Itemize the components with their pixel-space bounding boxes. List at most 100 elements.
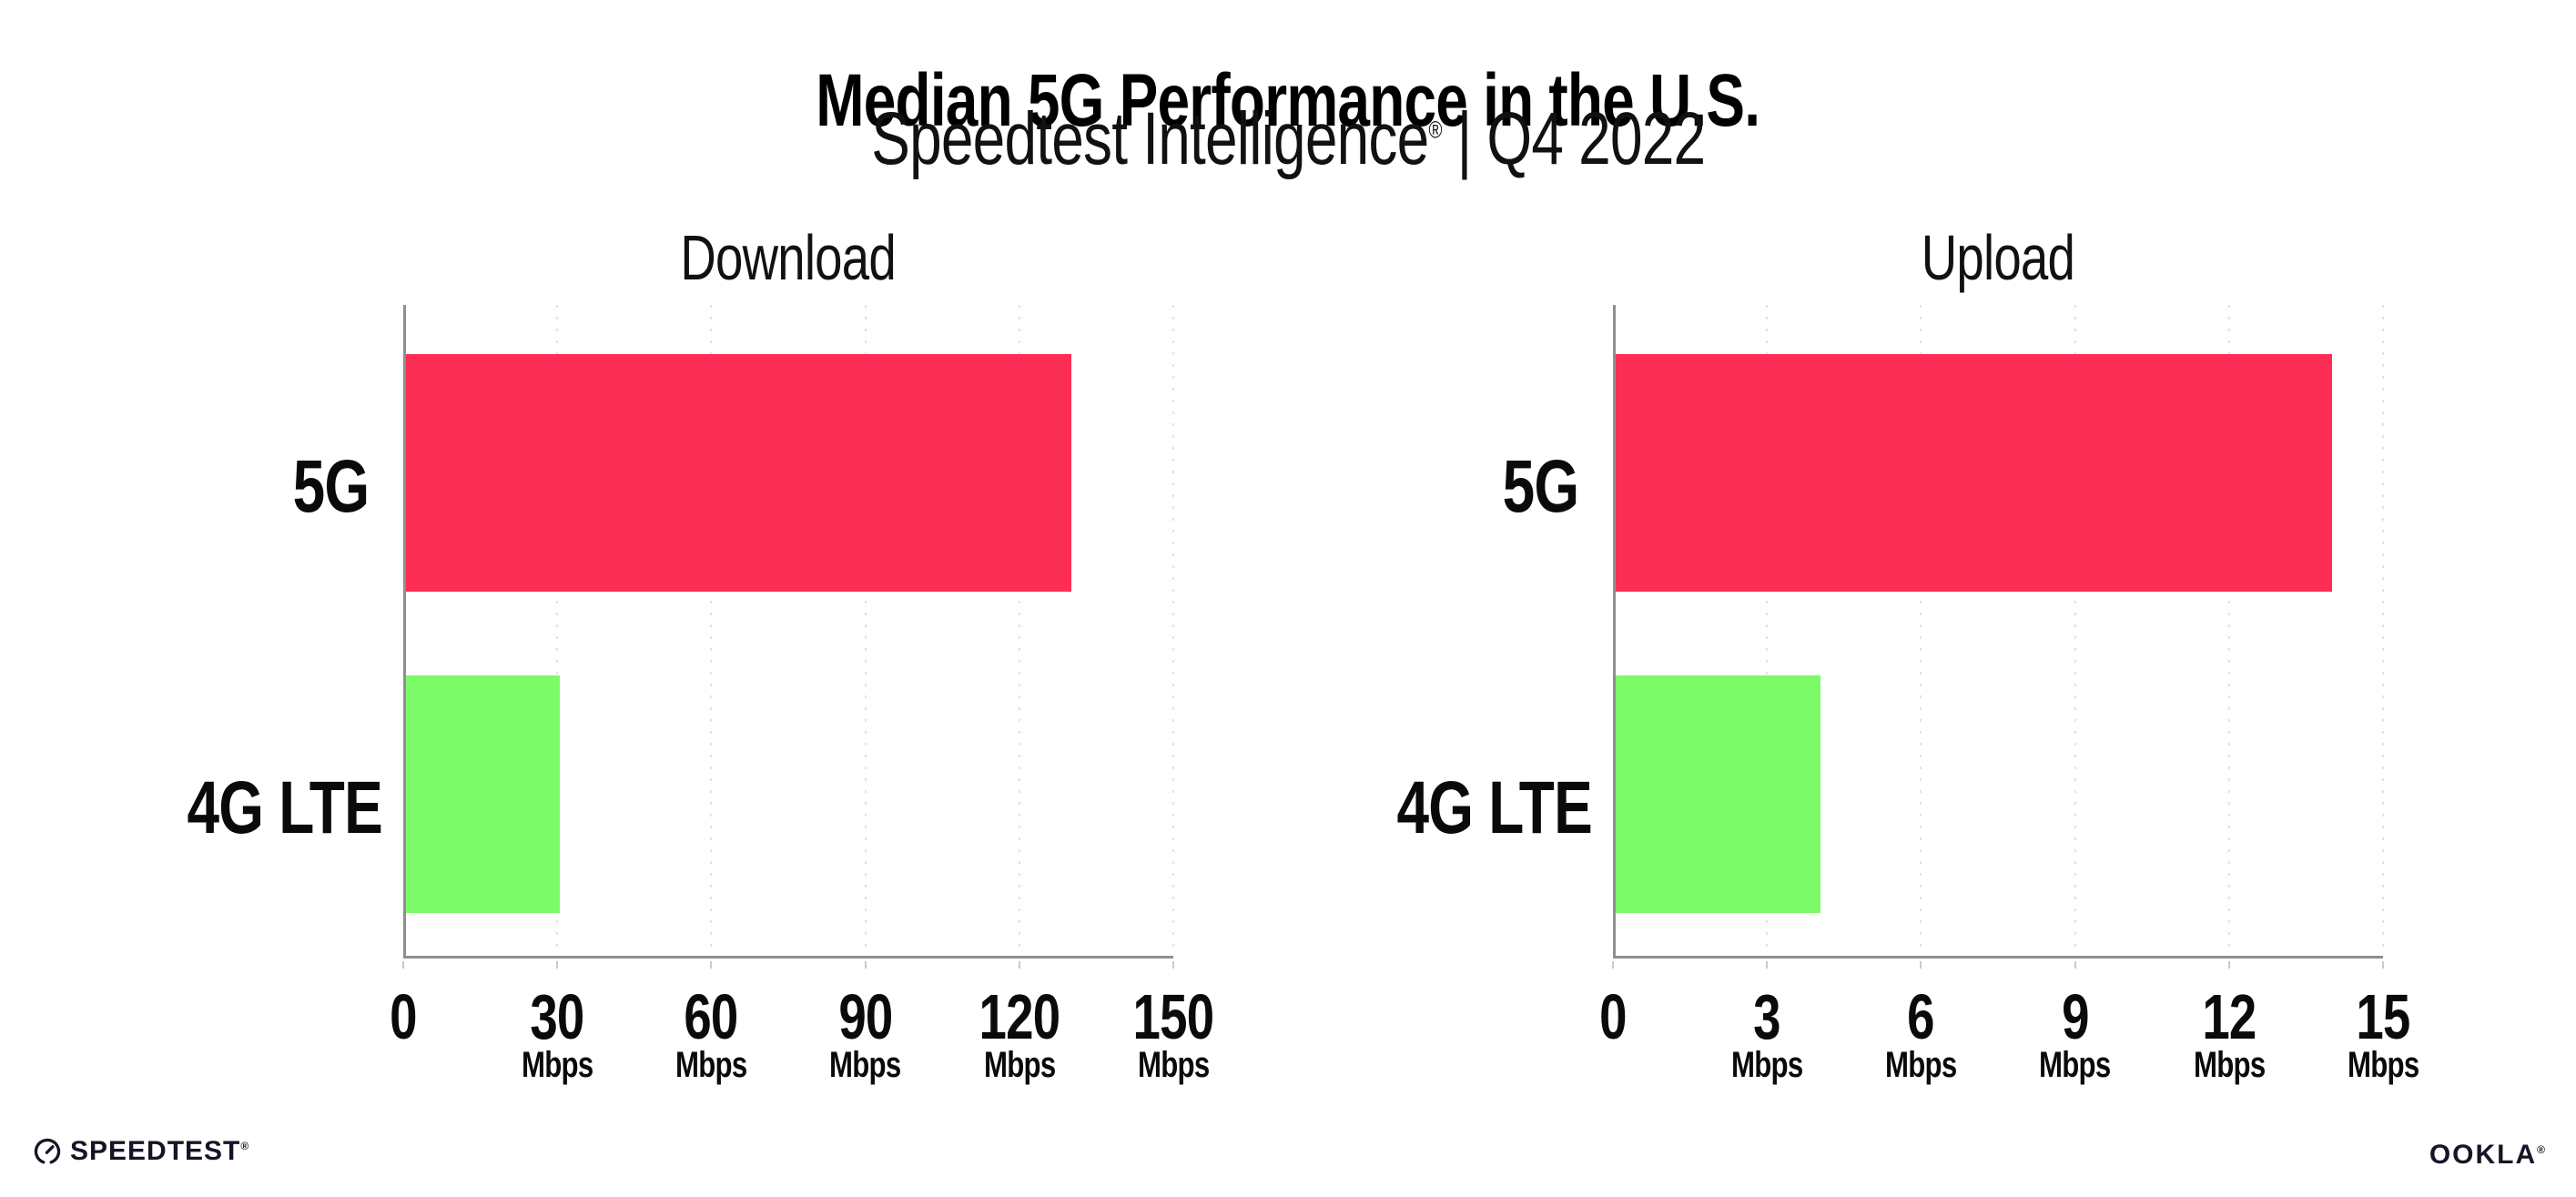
- gridline-150: [1172, 305, 1174, 956]
- x-tick-label-0: 0: [1522, 983, 1704, 1050]
- gridline-12: [2227, 305, 2230, 956]
- download-plot-area: [403, 305, 1174, 959]
- download-chart-title-text: Download: [680, 222, 897, 293]
- x-tick-unit-3: Mbps: [1676, 1045, 1858, 1085]
- x-tick-label-12: 12: [2138, 983, 2320, 1050]
- x-tick-unit-text: Mbps: [1731, 1045, 1803, 1085]
- x-tick-mark-90: [864, 961, 867, 969]
- x-tick-label-text: 60: [684, 981, 739, 1052]
- x-tick-label-text: 0: [1599, 981, 1627, 1052]
- x-tick-unit-text: Mbps: [983, 1045, 1056, 1085]
- x-tick-label-6: 6: [1830, 983, 2012, 1050]
- bar-5g: [1616, 354, 2332, 592]
- x-tick-label-text: 30: [530, 981, 585, 1052]
- speedtest-wordmark: SPEEDTEST®: [70, 1136, 248, 1167]
- x-tick-label-text: 9: [2061, 981, 2089, 1052]
- x-tick-mark-0: [1612, 961, 1614, 969]
- x-tick-mark-30: [556, 961, 559, 969]
- page-subtitle: Speedtest Intelligence® | Q4 2022: [0, 98, 2576, 180]
- x-tick-unit-6: Mbps: [1830, 1045, 2012, 1085]
- x-tick-label-30: 30: [466, 983, 648, 1050]
- x-tick-unit-text: Mbps: [829, 1045, 901, 1085]
- x-tick-label-text: 120: [979, 981, 1060, 1052]
- speedtest-registered-mark: ®: [240, 1140, 249, 1152]
- upload-chart: Upload 0 3 Mbps 6 Mbps 9 Mbps 12 Mbps 15 Mbps 5G 4G …: [1396, 223, 2419, 1191]
- x-tick-mark-12: [2227, 961, 2230, 969]
- x-tick-mark-3: [1766, 961, 1769, 969]
- registered-mark: ®: [1428, 116, 1442, 144]
- ookla-label: OOKLA: [2429, 1140, 2538, 1170]
- category-label-5g: 5G: [1342, 354, 1579, 592]
- x-tick-unit-120: Mbps: [928, 1045, 1111, 1085]
- x-tick-label-0: 0: [312, 983, 494, 1050]
- page-title: Median 5G Performance in the U.S.: [0, 58, 2576, 142]
- ookla-logo: OOKLA®: [2429, 1140, 2545, 1171]
- x-tick-label-3: 3: [1676, 983, 1858, 1050]
- x-tick-label-150: 150: [1082, 983, 1264, 1050]
- x-tick-unit-text: Mbps: [1137, 1045, 1210, 1085]
- category-label-text: 5G: [292, 445, 370, 528]
- speedtest-logo: SPEEDTEST®: [33, 1136, 248, 1167]
- x-tick-unit-text: Mbps: [2193, 1045, 2266, 1085]
- category-label-5g: 5G: [132, 354, 370, 592]
- x-tick-mark-60: [710, 961, 713, 969]
- subtitle-brand: Speedtest Intelligence: [870, 97, 1429, 180]
- x-tick-unit-150: Mbps: [1082, 1045, 1264, 1085]
- category-label-4g-lte: 4G LTE: [132, 675, 382, 913]
- gridline-15: [2382, 305, 2384, 956]
- x-tick-mark-150: [1172, 961, 1174, 969]
- speedtest-gauge-icon: [34, 1138, 61, 1165]
- x-tick-label-60: 60: [620, 983, 802, 1050]
- bar-4g-lte: [406, 675, 560, 913]
- x-tick-label-90: 90: [775, 983, 957, 1050]
- x-tick-unit-12: Mbps: [2138, 1045, 2320, 1085]
- x-tick-unit-text: Mbps: [2039, 1045, 2111, 1085]
- x-tick-label-text: 6: [1907, 981, 1935, 1052]
- x-tick-label-15: 15: [2292, 983, 2474, 1050]
- x-tick-unit-9: Mbps: [1984, 1045, 2166, 1085]
- x-tick-mark-0: [402, 961, 404, 969]
- x-tick-unit-text: Mbps: [2347, 1045, 2419, 1085]
- x-tick-unit-text: Mbps: [675, 1045, 747, 1085]
- x-tick-unit-60: Mbps: [620, 1045, 802, 1085]
- x-tick-unit-30: Mbps: [466, 1045, 648, 1085]
- x-tick-unit-15: Mbps: [2292, 1045, 2474, 1085]
- x-tick-unit-90: Mbps: [775, 1045, 957, 1085]
- x-tick-label-text: 3: [1753, 981, 1780, 1052]
- x-tick-label-text: 12: [2202, 981, 2257, 1052]
- upload-plot-area: [1613, 305, 2384, 959]
- category-label-text: 5G: [1502, 445, 1579, 528]
- x-tick-mark-120: [1018, 961, 1020, 969]
- bar-5g: [406, 354, 1071, 592]
- x-tick-label-text: 15: [2356, 981, 2410, 1052]
- gridline-9: [2074, 305, 2076, 956]
- gridline-90: [864, 305, 867, 956]
- x-tick-mark-9: [2074, 961, 2076, 969]
- gridline-6: [1920, 305, 1922, 956]
- speedtest-label: SPEEDTEST: [70, 1136, 241, 1166]
- gridline-30: [556, 305, 559, 956]
- upload-chart-title-text: Upload: [1921, 222, 2075, 293]
- x-tick-label-120: 120: [928, 983, 1111, 1050]
- category-label-text: 4G LTE: [1396, 766, 1592, 849]
- category-label-text: 4G LTE: [187, 766, 382, 849]
- ookla-registered-mark: ®: [2537, 1143, 2545, 1156]
- x-tick-unit-text: Mbps: [1885, 1045, 1957, 1085]
- download-chart-title: Download: [403, 223, 1173, 292]
- gridline-60: [710, 305, 713, 956]
- gridline-120: [1018, 305, 1020, 956]
- x-tick-label-text: 90: [838, 981, 893, 1052]
- x-tick-label-text: 150: [1132, 981, 1215, 1052]
- x-tick-label-text: 0: [390, 981, 417, 1052]
- page-title-text: Median 5G Performance in the U.S.: [816, 58, 1761, 142]
- x-tick-mark-15: [2382, 961, 2384, 969]
- subtitle-period: | Q4 2022: [1441, 97, 1706, 180]
- x-tick-label-9: 9: [1984, 983, 2166, 1050]
- download-chart: Download 0 30 Mbps 60 Mbps 90 Mbps 120 Mbps 150 Mb…: [187, 223, 1214, 1191]
- x-tick-mark-6: [1920, 961, 1922, 969]
- gridline-3: [1766, 305, 1769, 956]
- upload-chart-title: Upload: [1613, 223, 2383, 292]
- category-label-4g-lte: 4G LTE: [1342, 675, 1592, 913]
- bar-4g-lte: [1616, 675, 1820, 913]
